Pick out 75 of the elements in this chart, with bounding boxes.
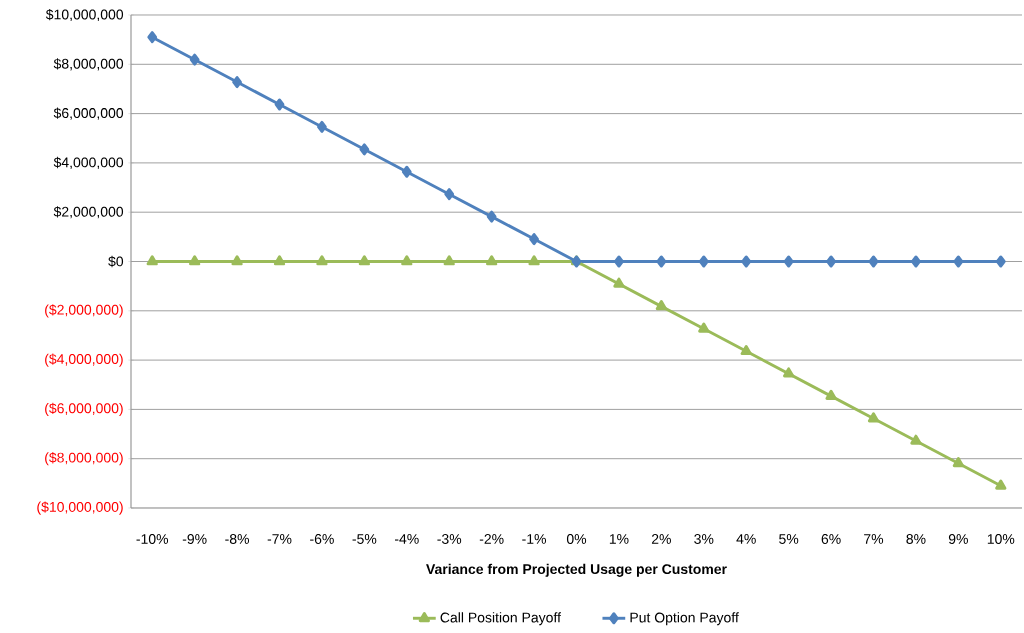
point	[910, 434, 922, 445]
y-tick-label: $10,000,000	[45, 8, 124, 22]
point	[401, 165, 412, 178]
point	[358, 255, 370, 266]
point	[953, 255, 964, 268]
point	[529, 233, 539, 246]
x-tick-label: -7%	[267, 534, 292, 544]
point	[614, 255, 624, 268]
point	[147, 31, 158, 44]
x-tick-label: -5%	[352, 534, 377, 544]
point	[867, 412, 880, 423]
y-tick-label: ($2,000,000)	[45, 304, 123, 318]
x-tick-label: 3%	[694, 534, 714, 544]
legend-label: Put Option Payoff	[630, 612, 739, 626]
point	[359, 143, 370, 156]
point	[783, 367, 795, 378]
point	[401, 255, 413, 266]
x-tick-label: -9%	[182, 534, 207, 544]
point	[825, 389, 837, 400]
y-tick-label: ($4,000,000)	[45, 353, 123, 367]
point	[740, 344, 752, 356]
y-tick-label: $0	[108, 255, 124, 268]
point	[189, 255, 201, 266]
point	[613, 277, 625, 288]
x-tick-label: -10%	[136, 534, 169, 544]
y-tick-label: ($6,000,000)	[45, 402, 123, 417]
x-tick-label: 0%	[566, 534, 587, 544]
x-tick-label: -1%	[522, 534, 547, 544]
point	[952, 457, 964, 468]
y-tick-label: ($8,000,000)	[45, 452, 123, 466]
y-tick-label: $4,000,000	[53, 156, 124, 169]
point	[995, 479, 1007, 490]
x-tick-label: 6%	[821, 534, 841, 544]
y-tick-label: $8,000,000	[53, 58, 124, 71]
point	[698, 255, 709, 268]
point	[995, 255, 1006, 268]
y-tick-label: $2,000,000	[53, 206, 124, 219]
point	[911, 255, 921, 268]
point	[698, 322, 710, 333]
point	[273, 255, 286, 266]
point	[655, 300, 667, 311]
x-tick-label: 8%	[906, 534, 926, 544]
y-tick-label: ($10,000,000)	[37, 501, 123, 515]
point	[317, 120, 327, 133]
point	[316, 255, 328, 266]
x-tick-label: 7%	[864, 534, 884, 544]
x-tick-label: 2%	[651, 534, 671, 544]
y-tick-label: $6,000,000	[53, 107, 124, 120]
x-tick-label: 5%	[779, 534, 799, 544]
point	[189, 53, 200, 66]
x-tick-label: -4%	[394, 534, 419, 544]
x-axis-title: Variance from Projected Usage per Customer	[426, 563, 727, 577]
point	[231, 255, 243, 266]
point	[826, 255, 836, 268]
point	[274, 98, 285, 111]
point	[783, 255, 794, 268]
x-tick-label: -8%	[225, 534, 250, 544]
x-tick-label: -2%	[479, 534, 504, 544]
x-tick-label: 4%	[736, 534, 756, 544]
point	[656, 255, 667, 268]
x-tick-label: -6%	[310, 534, 334, 544]
point	[486, 255, 498, 266]
point	[486, 210, 497, 223]
legend-label: Call Position Payoff	[440, 612, 562, 626]
x-tick-label: 1%	[609, 534, 629, 544]
point	[528, 255, 540, 266]
point	[146, 255, 158, 266]
point	[741, 255, 752, 268]
point	[443, 255, 455, 266]
point	[444, 188, 455, 201]
point	[232, 76, 242, 89]
x-tick-label: -3%	[437, 534, 462, 544]
x-tick-label: 9%	[948, 534, 968, 544]
point	[868, 255, 879, 268]
x-tick-label: 10%	[987, 534, 1015, 544]
